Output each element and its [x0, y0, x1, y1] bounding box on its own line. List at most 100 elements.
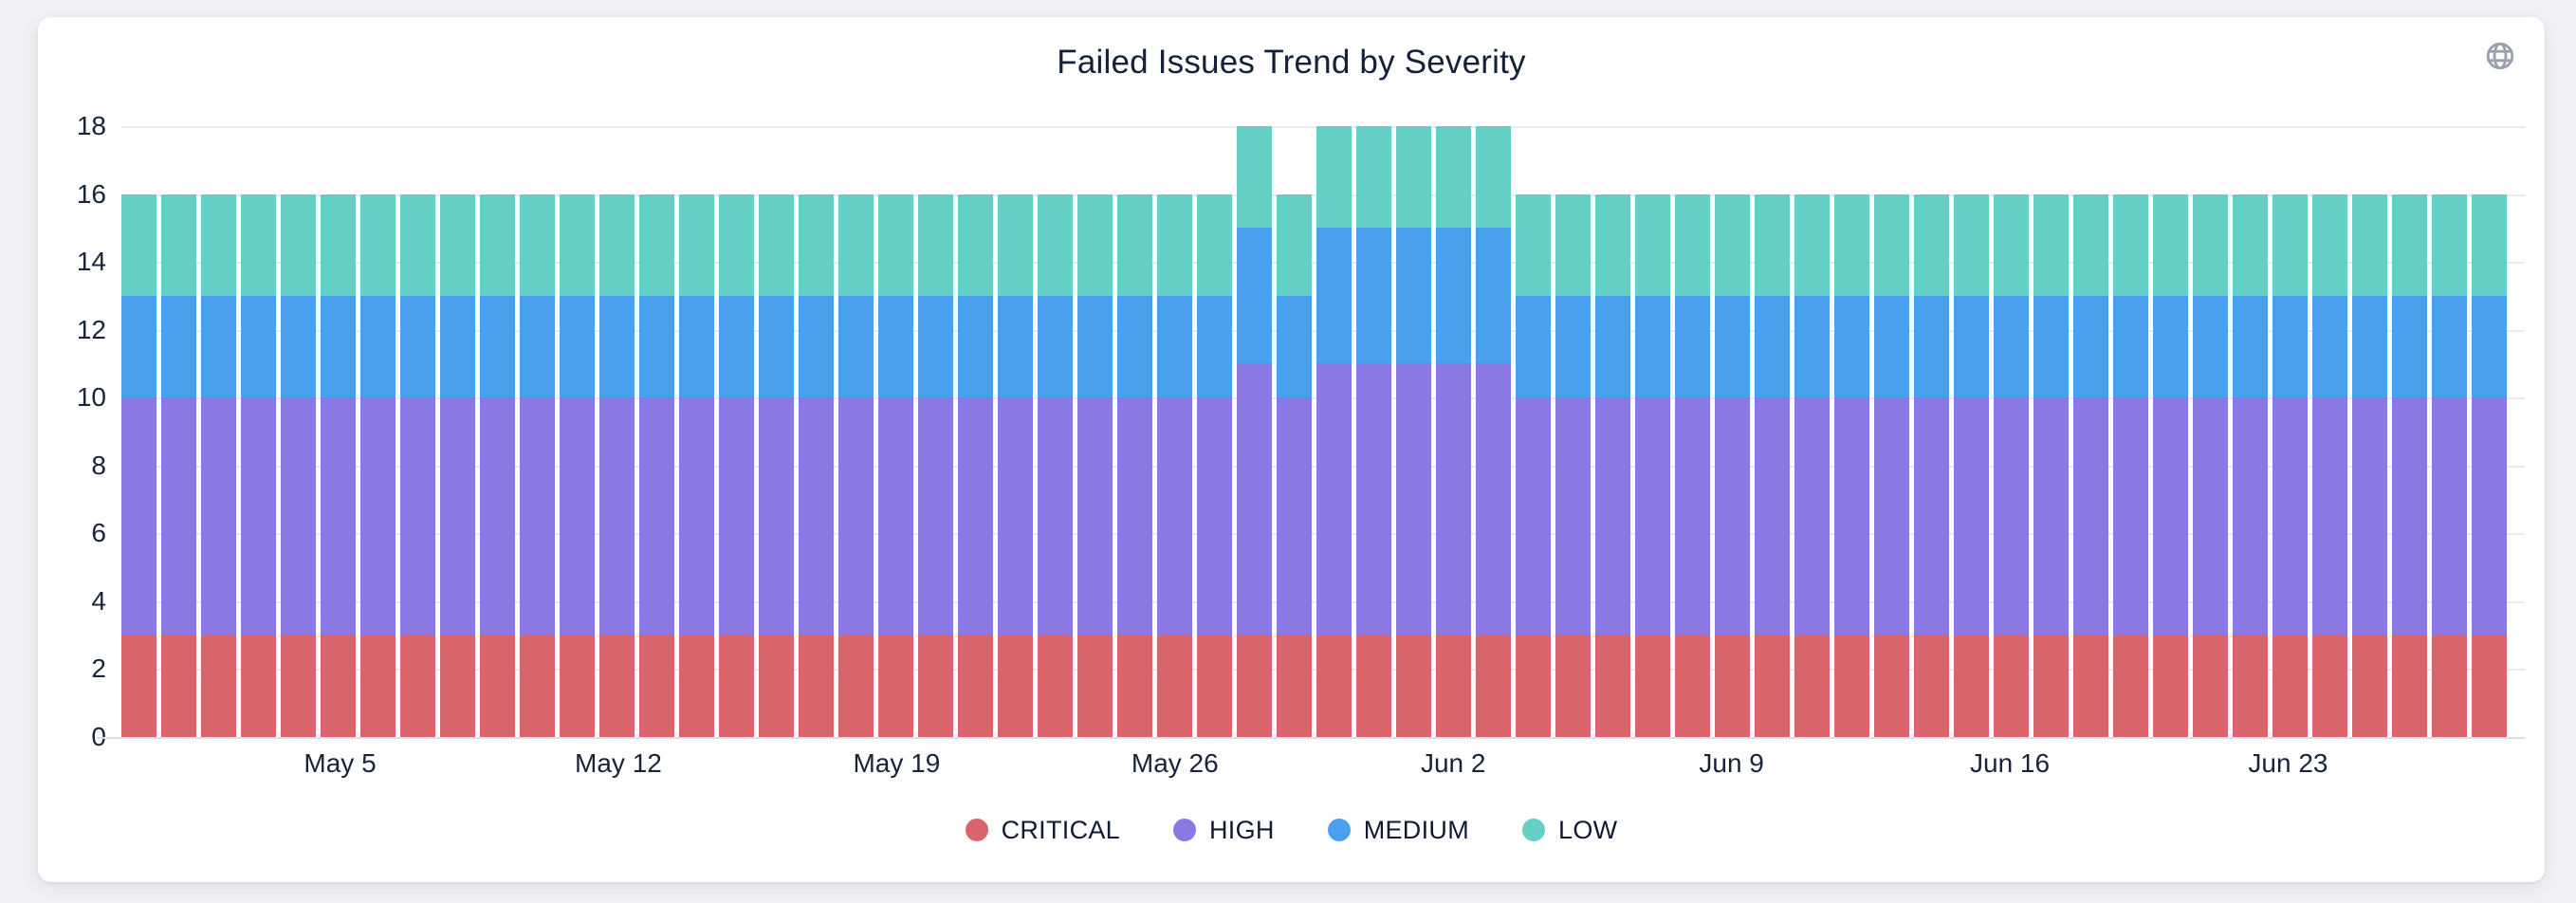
segment-low[interactable]	[1157, 194, 1192, 296]
segment-critical[interactable]	[1237, 635, 1272, 737]
segment-high[interactable]	[918, 397, 953, 636]
segment-low[interactable]	[1874, 194, 1909, 296]
segment-critical[interactable]	[440, 635, 475, 737]
segment-critical[interactable]	[360, 635, 396, 737]
bar-may-23[interactable]	[1038, 126, 1073, 737]
segment-medium[interactable]	[1237, 228, 1272, 364]
segment-low[interactable]	[838, 194, 874, 296]
segment-critical[interactable]	[958, 635, 993, 737]
segment-high[interactable]	[2472, 397, 2507, 636]
segment-medium[interactable]	[1356, 228, 1391, 364]
segment-critical[interactable]	[1794, 635, 1830, 737]
segment-critical[interactable]	[1715, 635, 1750, 737]
segment-high[interactable]	[2272, 397, 2308, 636]
segment-low[interactable]	[1755, 194, 1790, 296]
segment-high[interactable]	[360, 397, 396, 636]
bar-may-15[interactable]	[719, 126, 754, 737]
segment-high[interactable]	[2113, 397, 2148, 636]
segment-medium[interactable]	[918, 295, 953, 398]
segment-critical[interactable]	[838, 635, 874, 737]
segment-medium[interactable]	[2472, 295, 2507, 398]
segment-critical[interactable]	[1316, 635, 1352, 737]
segment-high[interactable]	[161, 397, 196, 636]
segment-high[interactable]	[759, 397, 794, 636]
legend-item-medium[interactable]: MEDIUM	[1327, 816, 1469, 845]
bar-may-30[interactable]	[1316, 126, 1352, 737]
segment-high[interactable]	[520, 397, 555, 636]
segment-low[interactable]	[1675, 194, 1710, 296]
segment-high[interactable]	[838, 397, 874, 636]
segment-critical[interactable]	[2033, 635, 2069, 737]
segment-critical[interactable]	[1396, 635, 1431, 737]
segment-critical[interactable]	[998, 635, 1033, 737]
segment-low[interactable]	[1277, 194, 1312, 296]
bar-may-22[interactable]	[998, 126, 1033, 737]
segment-high[interactable]	[1197, 397, 1232, 636]
bar-may-27[interactable]	[1197, 126, 1232, 737]
segment-medium[interactable]	[1715, 295, 1750, 398]
bar-may-17[interactable]	[799, 126, 834, 737]
bar-may-1[interactable]	[161, 126, 196, 737]
segment-low[interactable]	[281, 194, 316, 296]
bar-jun-7[interactable]	[1635, 126, 1670, 737]
segment-high[interactable]	[1595, 397, 1630, 636]
segment-critical[interactable]	[201, 635, 236, 737]
segment-low[interactable]	[2233, 194, 2268, 296]
segment-high[interactable]	[1237, 363, 1272, 636]
segment-medium[interactable]	[1077, 295, 1113, 398]
segment-low[interactable]	[2272, 194, 2308, 296]
bar-may-10[interactable]	[520, 126, 555, 737]
segment-medium[interactable]	[1834, 295, 1869, 398]
segment-low[interactable]	[1436, 126, 1471, 229]
segment-critical[interactable]	[1516, 635, 1551, 737]
bar-jun-8[interactable]	[1675, 126, 1710, 737]
segment-medium[interactable]	[1038, 295, 1073, 398]
segment-medium[interactable]	[2113, 295, 2148, 398]
segment-high[interactable]	[1436, 363, 1471, 636]
segment-critical[interactable]	[1874, 635, 1909, 737]
segment-low[interactable]	[480, 194, 515, 296]
segment-critical[interactable]	[759, 635, 794, 737]
segment-medium[interactable]	[878, 295, 913, 398]
segment-low[interactable]	[440, 194, 475, 296]
segment-critical[interactable]	[1834, 635, 1869, 737]
segment-critical[interactable]	[1476, 635, 1511, 737]
segment-medium[interactable]	[400, 295, 435, 398]
bar-may-19[interactable]	[878, 126, 913, 737]
bar-jun-28[interactable]	[2472, 126, 2507, 737]
segment-high[interactable]	[1077, 397, 1113, 636]
segment-high[interactable]	[560, 397, 595, 636]
segment-critical[interactable]	[161, 635, 196, 737]
segment-low[interactable]	[1197, 194, 1232, 296]
segment-medium[interactable]	[560, 295, 595, 398]
segment-critical[interactable]	[2073, 635, 2108, 737]
segment-critical[interactable]	[321, 635, 356, 737]
segment-medium[interactable]	[1555, 295, 1591, 398]
segment-low[interactable]	[1396, 126, 1431, 229]
segment-low[interactable]	[1555, 194, 1591, 296]
segment-high[interactable]	[679, 397, 714, 636]
globe-icon[interactable]	[2484, 40, 2516, 72]
segment-low[interactable]	[400, 194, 435, 296]
bar-may-13[interactable]	[639, 126, 674, 737]
segment-high[interactable]	[1038, 397, 1073, 636]
segment-critical[interactable]	[1595, 635, 1630, 737]
segment-high[interactable]	[1914, 397, 1949, 636]
segment-low[interactable]	[2472, 194, 2507, 296]
segment-medium[interactable]	[1755, 295, 1790, 398]
segment-medium[interactable]	[1197, 295, 1232, 398]
segment-critical[interactable]	[679, 635, 714, 737]
segment-medium[interactable]	[1516, 295, 1551, 398]
segment-critical[interactable]	[2432, 635, 2467, 737]
segment-critical[interactable]	[2233, 635, 2268, 737]
segment-critical[interactable]	[281, 635, 316, 737]
segment-medium[interactable]	[759, 295, 794, 398]
segment-low[interactable]	[1516, 194, 1551, 296]
segment-medium[interactable]	[1794, 295, 1830, 398]
segment-low[interactable]	[1038, 194, 1073, 296]
bar-jun-19[interactable]	[2113, 126, 2148, 737]
bar-jun-24[interactable]	[2312, 126, 2347, 737]
segment-critical[interactable]	[599, 635, 635, 737]
bar-jun-23[interactable]	[2272, 126, 2308, 737]
segment-high[interactable]	[599, 397, 635, 636]
